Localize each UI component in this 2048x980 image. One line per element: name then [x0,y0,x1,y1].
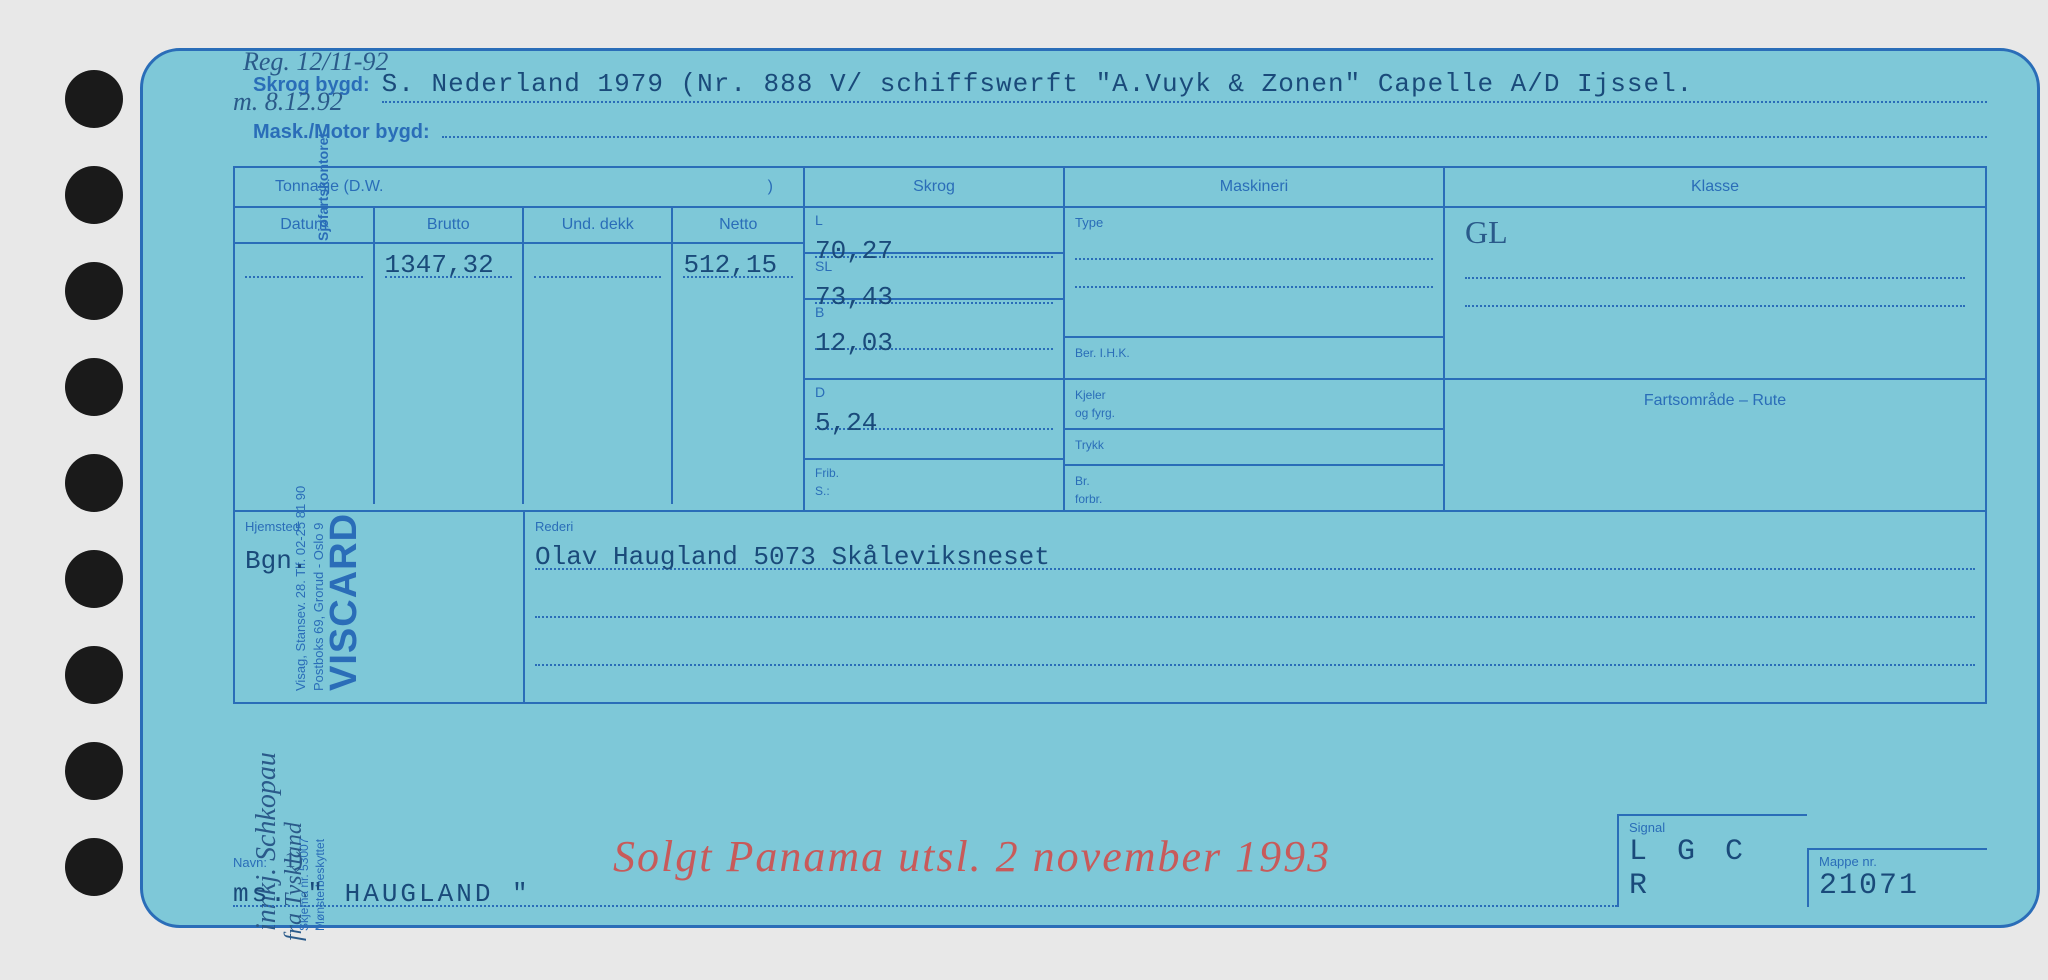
und-dekk-label: Und. dekk [562,216,634,233]
punch-holes [65,70,123,896]
skrog-D: 5,24 [815,408,877,438]
punch-hole [65,166,123,224]
skrog-SL: 73,43 [815,282,893,312]
main-table: Tonnasje (D.W. ) Skrog Maskineri Klasse … [233,166,1987,704]
handwritten-m-date: m. 8.12.92 [233,87,343,117]
card-wrapper: Sjøfartskontoret VISCARD Visag, Stansev.… [20,20,2028,960]
brutto-value: 1347,32 [385,250,494,280]
tonnasje-close: ) [768,178,773,196]
punch-hole [65,358,123,416]
brutto-label: Brutto [427,216,470,233]
navn-prefix: 1) [285,847,303,872]
datum-label: Datum [280,216,327,233]
rederi-value: Olav Haugland 5073 Skåleviksneset [535,542,1050,572]
fartsomrade-label: Fartsområde – Rute [1644,392,1786,409]
navn-label: Navn: [233,855,267,870]
punch-hole [65,262,123,320]
ber-ihk-label: Ber. I.H.K. [1075,346,1130,360]
mask-bygd-value [442,134,1987,138]
klasse-label: Klasse [1691,178,1739,195]
netto-value: 512,15 [683,250,777,280]
skrog-bygd-value: S. Nederland 1979 (Nr. 888 V/ schiffswer… [382,69,1987,103]
footer-bar: Navn: 1) ms. " HAUGLAND " Signal L G C R… [233,814,1987,907]
kjeler-label: Kjeler og fyrg. [1075,388,1115,420]
punch-hole [65,550,123,608]
trykk-label: Trykk [1075,438,1104,452]
punch-hole [65,454,123,512]
punch-hole [65,742,123,800]
data-row: Datum Brutto Und. dekk Netto 1347,32 512… [235,208,1985,510]
mappe-label: Mappe nr. [1819,854,1977,869]
klasse-value: GL [1465,214,1508,250]
netto-label: Netto [719,216,757,233]
index-card: Sjøfartskontoret VISCARD Visag, Stansev.… [140,48,2040,928]
hjemsted-row: Hjemsted Bgn. Rederi Olav Haugland 5073 … [235,510,1985,702]
br-forbr-label: Br. forbr. [1075,474,1102,506]
signal-label: Signal [1629,820,1797,835]
mappe-value: 21071 [1819,869,1977,903]
top-section: Reg. 12/11-92 Skrog bygd: S. Nederland 1… [143,51,2037,160]
skrog-B: 12,03 [815,328,893,358]
signal-value: L G C R [1629,835,1797,903]
frib-s-label: Frib. S.: [815,466,839,498]
skrog-label: Skrog [913,178,955,195]
punch-hole [65,70,123,128]
navn-value: ms. " HAUGLAND " [233,879,531,909]
maskineri-label: Maskineri [1220,178,1288,195]
punch-hole [65,838,123,896]
header-row-1: Tonnasje (D.W. ) Skrog Maskineri Klasse [235,168,1985,208]
hjemsted-label: Hjemsted [245,519,300,534]
tonnasje-label: Tonnasje (D.W. [275,178,383,195]
type-label: Type [1075,215,1103,230]
punch-hole [65,646,123,704]
mask-bygd-label: Mask./Motor bygd: [253,121,430,144]
hjemsted-value: Bgn. [245,546,307,576]
rederi-label: Rederi [535,519,573,534]
